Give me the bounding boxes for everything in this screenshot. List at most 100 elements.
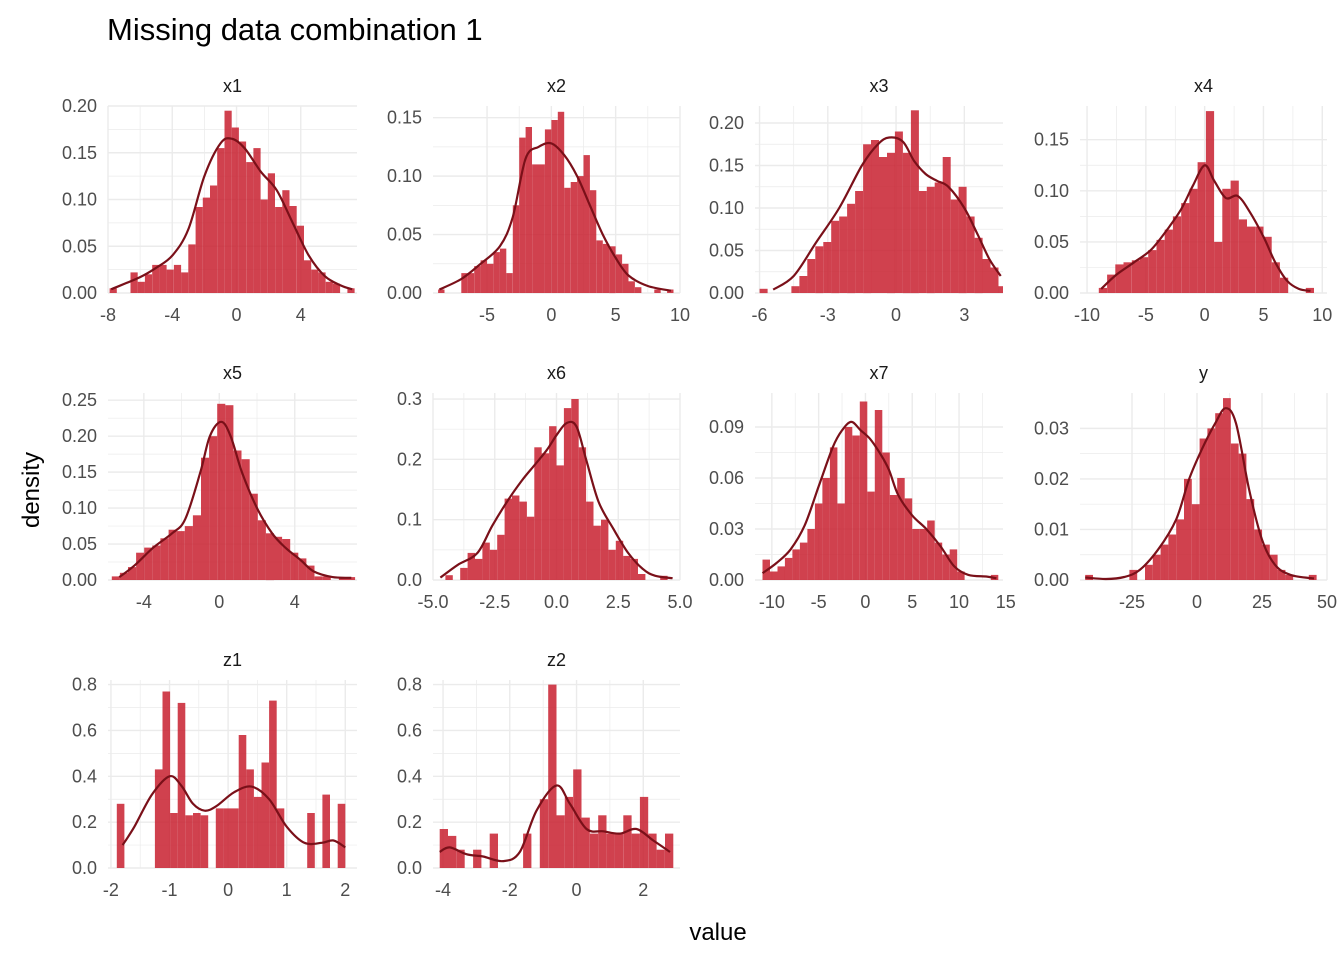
histogram-bar bbox=[274, 536, 283, 580]
histogram-bar bbox=[564, 796, 574, 868]
histogram-bar bbox=[770, 571, 778, 580]
histogram-bar bbox=[814, 503, 823, 580]
histogram-bars bbox=[109, 110, 355, 293]
histogram-bar bbox=[192, 515, 201, 580]
histogram-bars bbox=[445, 399, 668, 580]
y-tick-label: 0.1 bbox=[397, 510, 422, 530]
density-curve bbox=[761, 420, 997, 580]
y-axis-label: density bbox=[18, 452, 45, 528]
x-tick-label: 5.0 bbox=[667, 592, 692, 612]
histogram-bar bbox=[137, 281, 145, 293]
facet-strip-label: y bbox=[1199, 363, 1208, 383]
histogram-bar bbox=[322, 576, 331, 580]
y-tick-label: 0.0 bbox=[397, 570, 422, 590]
histogram-bar bbox=[897, 478, 905, 580]
x-tick-label: -10 bbox=[1074, 305, 1100, 325]
y-tick-label: 0.15 bbox=[709, 156, 744, 176]
x-tick-label: 15 bbox=[996, 592, 1016, 612]
histogram-bar bbox=[238, 141, 247, 293]
histogram-bar bbox=[919, 529, 928, 580]
histogram-bar bbox=[894, 131, 903, 293]
histogram-bar bbox=[1191, 504, 1200, 580]
x-tick-label: 2 bbox=[340, 880, 350, 900]
histogram-bar bbox=[589, 833, 599, 868]
histogram-bar bbox=[583, 155, 590, 293]
histogram-bar bbox=[325, 281, 333, 293]
histogram-bar bbox=[557, 111, 565, 293]
histogram-bar bbox=[225, 405, 234, 580]
histogram-bar bbox=[201, 457, 210, 580]
density-curve bbox=[772, 136, 1002, 291]
histogram-bar bbox=[130, 272, 138, 293]
panel-x2: -5 0 5 10 0.00 0.05 0.10 0.15 x2 bbox=[387, 76, 690, 325]
histogram-bar bbox=[337, 803, 346, 868]
y-tick-label: 0.00 bbox=[387, 283, 422, 303]
x-tick-label: 0 bbox=[1200, 305, 1210, 325]
y-tick-label: 0.10 bbox=[387, 166, 422, 186]
histogram-bar bbox=[863, 144, 872, 294]
histogram-bar bbox=[253, 796, 262, 868]
histogram-bar bbox=[654, 289, 661, 293]
histogram-bar bbox=[815, 246, 824, 294]
histogram-bar bbox=[1156, 239, 1165, 293]
panel-y: -25 0 25 50 0.00 0.01 0.02 0.03 y bbox=[1034, 363, 1337, 612]
y-tick-label: 0.05 bbox=[1034, 232, 1069, 252]
histogram-bar bbox=[556, 465, 564, 580]
histogram-bar bbox=[1262, 544, 1270, 580]
y-tick-label: 0.10 bbox=[62, 498, 97, 518]
histogram-bar bbox=[844, 427, 853, 580]
histogram-bar bbox=[253, 148, 261, 293]
histogram-bar bbox=[144, 547, 153, 580]
y-tick-label: 0.0 bbox=[397, 858, 422, 878]
x-tick-label: -5 bbox=[811, 592, 827, 612]
histogram-bar bbox=[934, 182, 943, 293]
histogram-bar bbox=[777, 566, 785, 580]
plot-title: Missing data combination 1 bbox=[107, 12, 483, 47]
x-tick-label: -4 bbox=[435, 880, 451, 900]
x-tick-label: -2 bbox=[502, 880, 518, 900]
histogram-bar bbox=[128, 567, 137, 580]
histogram-bar bbox=[874, 410, 883, 580]
x-tick-label: -8 bbox=[100, 305, 116, 325]
x-tick-label: 0 bbox=[232, 305, 242, 325]
histogram-bar bbox=[307, 813, 315, 868]
x-tick-label: -2 bbox=[103, 880, 119, 900]
histogram-bar bbox=[974, 237, 983, 294]
histogram-bar bbox=[1214, 241, 1223, 293]
histogram-bar bbox=[306, 565, 315, 580]
histogram-bar bbox=[927, 520, 935, 580]
histogram-bar bbox=[615, 254, 623, 293]
facet-strip-label: x5 bbox=[223, 363, 242, 383]
histogram-bar bbox=[571, 399, 579, 580]
x-tick-label: 4 bbox=[296, 305, 306, 325]
histogram-bar bbox=[1152, 554, 1161, 580]
y-tick-label: 0.02 bbox=[1034, 469, 1069, 489]
histogram-bar bbox=[578, 447, 587, 580]
histogram-bar bbox=[282, 539, 291, 580]
x-tick-label: 0 bbox=[572, 880, 582, 900]
histogram-bar bbox=[609, 246, 616, 294]
histogram-bar bbox=[282, 190, 290, 293]
histogram-bar bbox=[119, 572, 128, 580]
histogram-bar bbox=[990, 267, 999, 293]
histogram-bar bbox=[1207, 428, 1216, 580]
facet-strip-label: x6 bbox=[547, 363, 566, 383]
x-tick-label: 0 bbox=[891, 305, 901, 325]
histogram-bar bbox=[448, 835, 457, 868]
y-tick-label: 0.20 bbox=[62, 96, 97, 116]
y-tick-label: 0.05 bbox=[62, 534, 97, 554]
histogram-bar bbox=[573, 769, 582, 868]
x-axis-label: value bbox=[689, 919, 746, 946]
histogram-bar bbox=[807, 529, 815, 580]
histogram-bar bbox=[298, 558, 307, 580]
x-tick-label: 0 bbox=[546, 305, 556, 325]
histogram-bar bbox=[461, 273, 468, 293]
histogram-bar bbox=[799, 542, 808, 580]
histogram-bar bbox=[867, 491, 875, 580]
y-tick-label: 0.00 bbox=[1034, 570, 1069, 590]
histogram-bar bbox=[1247, 226, 1256, 293]
histogram-bar bbox=[563, 408, 572, 580]
histogram-bar bbox=[249, 493, 258, 580]
x-tick-label: -1 bbox=[162, 880, 178, 900]
